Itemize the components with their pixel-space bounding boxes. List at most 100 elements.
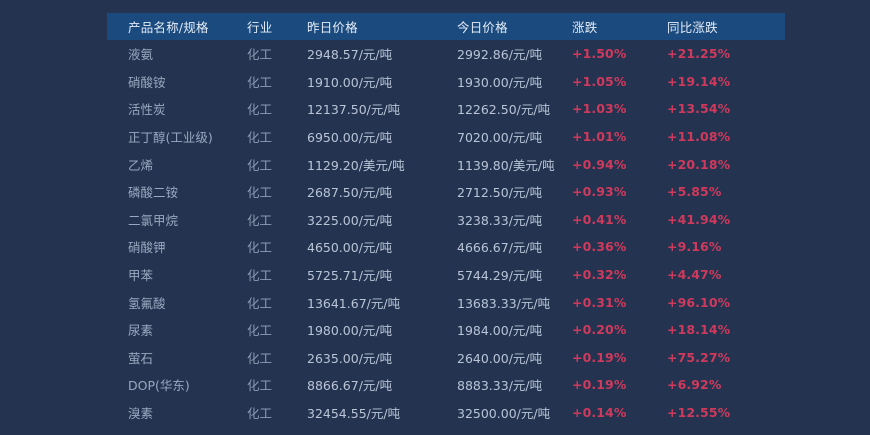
column-header-yoy-change[interactable]: 同比涨跌 [667,20,718,35]
cell-product-name[interactable]: 尿素 [128,323,154,339]
table-row[interactable]: 萤石 化工 2635.00/元/吨 2640.00/元/吨 +0.19% +75.27% [107,344,785,372]
cell-industry: 化工 [247,212,273,228]
table-body: 液氨 化工 2948.57/元/吨 2992.86/元/吨 +1.50% +21.25% 硝… [107,40,785,426]
column-header-product-name[interactable]: 产品名称/规格 [128,20,209,35]
cell-product-name[interactable]: 甲苯 [128,268,154,284]
cell-industry: 化工 [247,102,273,118]
cell-industry: 化工 [247,185,273,201]
table-row[interactable]: 二氯甲烷 化工 3225.00/元/吨 3238.33/元/吨 +0.41% +41.94… [107,206,785,234]
cell-product-name[interactable]: 乙烯 [128,157,154,173]
commodity-price-table: 产品名称/规格 行业 昨日价格 今日价格 涨跌 同比涨跌 液氨 化工 2948.57… [107,13,785,426]
cell-yesterday-price: 2635.00/元/吨 [307,350,393,366]
cell-yoy-change: +18.14% [667,322,731,338]
cell-today-price: 13683.33/元/吨 [457,295,551,311]
table-row[interactable]: 乙烯 化工 1129.20/美元/吨 1139.80/美元/吨 +0.94% +20.18… [107,150,785,178]
cell-product-name[interactable]: 二氯甲烷 [128,212,179,228]
cell-yoy-change: +96.10% [667,294,731,310]
cell-yesterday-price: 13641.67/元/吨 [307,295,401,311]
table-row[interactable]: 磷酸二铵 化工 2687.50/元/吨 2712.50/元/吨 +0.93% +5.85% [107,178,785,206]
table-row[interactable]: 甲苯 化工 5725.71/元/吨 5744.29/元/吨 +0.32% +4.47% [107,261,785,289]
cell-today-price: 8883.33/元/吨 [457,378,543,394]
table-row[interactable]: 液氨 化工 2948.57/元/吨 2992.86/元/吨 +1.50% +21.25% [107,40,785,68]
cell-industry: 化工 [247,240,273,256]
cell-change: +1.05% [572,73,627,89]
cell-yoy-change: +41.94% [667,211,731,227]
column-header-industry[interactable]: 行业 [247,20,273,35]
cell-industry: 化工 [247,350,273,366]
cell-industry: 化工 [247,406,273,422]
cell-yesterday-price: 8866.67/元/吨 [307,378,393,394]
cell-industry: 化工 [247,268,273,284]
cell-yoy-change: +12.55% [667,405,731,421]
cell-product-name[interactable]: 活性炭 [128,102,166,118]
cell-today-price: 1139.80/美元/吨 [457,157,555,173]
cell-today-price: 7020.00/元/吨 [457,130,543,146]
cell-product-name[interactable]: DOP(华东) [128,378,190,394]
cell-yesterday-price: 1129.20/美元/吨 [307,157,405,173]
column-header-change[interactable]: 涨跌 [572,20,598,35]
column-header-today-price[interactable]: 今日价格 [457,20,508,35]
table-row[interactable]: 硝酸铵 化工 1910.00/元/吨 1930.00/元/吨 +1.05% +19.14% [107,68,785,96]
cell-today-price: 12262.50/元/吨 [457,102,551,118]
cell-yesterday-price: 3225.00/元/吨 [307,212,393,228]
cell-change: +0.41% [572,211,627,227]
table-row[interactable]: DOP(华东) 化工 8866.67/元/吨 8883.33/元/吨 +0.19% +6.… [107,371,785,399]
cell-yesterday-price: 32454.55/元/吨 [307,406,401,422]
cell-industry: 化工 [247,323,273,339]
cell-yoy-change: +19.14% [667,73,731,89]
cell-yoy-change: +6.92% [667,377,722,393]
cell-yesterday-price: 6950.00/元/吨 [307,130,393,146]
cell-change: +1.50% [572,46,627,62]
cell-change: +0.19% [572,349,627,365]
cell-yesterday-price: 12137.50/元/吨 [307,102,401,118]
cell-yoy-change: +21.25% [667,46,731,62]
cell-today-price: 32500.00/元/吨 [457,406,551,422]
cell-today-price: 3238.33/元/吨 [457,212,543,228]
cell-today-price: 1984.00/元/吨 [457,323,543,339]
cell-yoy-change: +75.27% [667,349,731,365]
table-row[interactable]: 正丁醇(工业级) 化工 6950.00/元/吨 7020.00/元/吨 +1.01% +1… [107,123,785,151]
cell-yoy-change: +4.47% [667,267,722,283]
table-row[interactable]: 尿素 化工 1980.00/元/吨 1984.00/元/吨 +0.20% +18.14% [107,316,785,344]
cell-today-price: 2712.50/元/吨 [457,185,543,201]
cell-yoy-change: +9.16% [667,239,722,255]
cell-yesterday-price: 5725.71/元/吨 [307,268,393,284]
table-row[interactable]: 氢氟酸 化工 13641.67/元/吨 13683.33/元/吨 +0.31% +96.1… [107,288,785,316]
cell-today-price: 2640.00/元/吨 [457,350,543,366]
cell-yoy-change: +5.85% [667,184,722,200]
column-header-yesterday-price[interactable]: 昨日价格 [307,20,358,35]
cell-yesterday-price: 2687.50/元/吨 [307,185,393,201]
cell-change: +0.93% [572,184,627,200]
cell-today-price: 1930.00/元/吨 [457,74,543,90]
cell-change: +0.14% [572,405,627,421]
cell-today-price: 2992.86/元/吨 [457,47,543,63]
cell-change: +0.94% [572,156,627,172]
cell-yesterday-price: 1980.00/元/吨 [307,323,393,339]
cell-change: +0.32% [572,267,627,283]
cell-product-name[interactable]: 液氨 [128,47,154,63]
table-row[interactable]: 溴素 化工 32454.55/元/吨 32500.00/元/吨 +0.14% +12.55… [107,399,785,427]
cell-product-name[interactable]: 溴素 [128,406,154,422]
cell-yesterday-price: 4650.00/元/吨 [307,240,393,256]
table-row[interactable]: 硝酸钾 化工 4650.00/元/吨 4666.67/元/吨 +0.36% +9.16% [107,233,785,261]
cell-today-price: 5744.29/元/吨 [457,268,543,284]
cell-product-name[interactable]: 萤石 [128,350,154,366]
cell-industry: 化工 [247,157,273,173]
table-header-row: 产品名称/规格 行业 昨日价格 今日价格 涨跌 同比涨跌 [107,13,785,40]
cell-change: +0.36% [572,239,627,255]
cell-today-price: 4666.67/元/吨 [457,240,543,256]
cell-product-name[interactable]: 硝酸铵 [128,74,166,90]
cell-product-name[interactable]: 磷酸二铵 [128,185,179,201]
cell-yesterday-price: 1910.00/元/吨 [307,74,393,90]
cell-industry: 化工 [247,47,273,63]
table-row[interactable]: 活性炭 化工 12137.50/元/吨 12262.50/元/吨 +1.03% +13.5… [107,95,785,123]
cell-product-name[interactable]: 正丁醇(工业级) [128,130,213,146]
cell-product-name[interactable]: 氢氟酸 [128,295,166,311]
cell-change: +1.01% [572,129,627,145]
cell-product-name[interactable]: 硝酸钾 [128,240,166,256]
cell-industry: 化工 [247,74,273,90]
cell-yesterday-price: 2948.57/元/吨 [307,47,393,63]
cell-change: +0.20% [572,322,627,338]
cell-yoy-change: +11.08% [667,129,731,145]
